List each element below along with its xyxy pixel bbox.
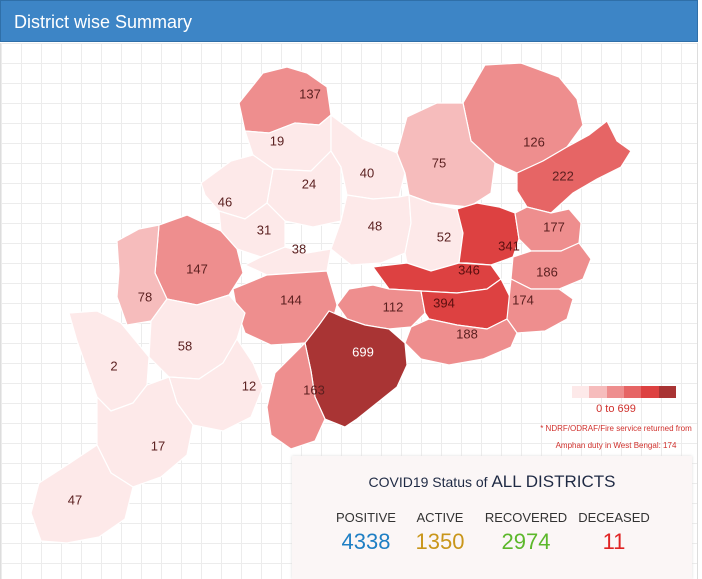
district-region[interactable] xyxy=(266,341,326,450)
stat-positive-value: 4338 xyxy=(341,529,391,554)
district-label: 222 xyxy=(552,168,574,183)
legend-note: * NDRF/ODRAF/Fire service returned from … xyxy=(536,420,696,454)
stat-active-label: ACTIVE xyxy=(416,510,464,525)
district-label: 38 xyxy=(292,241,306,256)
district-label: 341 xyxy=(498,238,520,253)
legend-range: 0 to 699 xyxy=(596,403,636,415)
district-map[interactable]: 137 126 19 24 40 75 222 46 31 48 52 341 177 147 38 346 1… xyxy=(1,43,699,579)
district-region[interactable] xyxy=(514,206,582,252)
stat-recovered-value: 2974 xyxy=(501,529,551,554)
legend-note-line-1: * NDRF/ODRAF/Fire service returned from xyxy=(540,424,692,433)
legend-note-line-2: Amphan duty in West Bengal: 174 xyxy=(555,441,677,450)
stat-deceased-value: 11 xyxy=(602,529,626,554)
district-label: 186 xyxy=(536,264,558,279)
district-label: 46 xyxy=(218,194,232,209)
legend-swatch xyxy=(623,386,642,398)
legend-swatch xyxy=(641,386,659,398)
district-region[interactable] xyxy=(68,310,150,412)
district-label: 78 xyxy=(138,289,152,304)
district-label: 699 xyxy=(352,344,374,359)
stat-deceased-label: DECEASED xyxy=(578,510,650,525)
status-title-strong: ALL DISTRICTS xyxy=(491,472,616,491)
district-label: 19 xyxy=(270,133,284,148)
district-label: 2 xyxy=(110,358,117,373)
status-card: COVID19 Status of ALL DISTRICTS POSITIVE… xyxy=(292,456,692,579)
district-label: 163 xyxy=(303,382,325,397)
stat-recovered-label: RECOVERED xyxy=(484,510,568,525)
stat-positive-label: POSITIVE xyxy=(336,510,396,525)
district-label: 147 xyxy=(186,261,208,276)
district-region[interactable] xyxy=(456,202,520,266)
district-label: 12 xyxy=(242,378,256,393)
district-label: 75 xyxy=(432,155,446,170)
legend-swatch xyxy=(658,386,676,398)
district-label: 31 xyxy=(257,222,271,237)
district-label: 52 xyxy=(437,229,451,244)
district-label: 394 xyxy=(433,295,455,310)
district-label: 40 xyxy=(360,165,374,180)
district-label: 17 xyxy=(151,438,165,453)
status-title: COVID19 Status of ALL DISTRICTS xyxy=(292,472,692,492)
district-region[interactable] xyxy=(404,318,518,366)
district-region[interactable] xyxy=(404,194,464,272)
district-region[interactable] xyxy=(30,444,134,544)
stat-deceased: DECEASED 11 xyxy=(564,510,664,555)
panel-header: District wise Summary xyxy=(0,0,698,42)
district-label: 137 xyxy=(299,86,321,101)
district-label: 188 xyxy=(456,326,478,341)
district-region[interactable] xyxy=(330,113,406,200)
stat-positive: POSITIVE 4338 xyxy=(316,510,416,555)
panel-title: District wise Summary xyxy=(14,12,193,32)
district-region[interactable] xyxy=(396,102,496,208)
district-label: 346 xyxy=(458,262,480,277)
district-label: 144 xyxy=(280,292,302,307)
district-label: 24 xyxy=(302,176,316,191)
stat-active-value: 1350 xyxy=(415,529,465,554)
legend-swatch xyxy=(572,386,590,398)
district-label: 112 xyxy=(383,299,404,314)
status-title-prefix: COVID19 Status of xyxy=(368,474,488,490)
stat-recovered: RECOVERED 2974 xyxy=(476,510,576,555)
district-label: 177 xyxy=(543,219,565,234)
legend-swatch xyxy=(606,386,624,398)
stat-active: ACTIVE 1350 xyxy=(390,510,490,555)
district-label: 174 xyxy=(512,292,534,307)
color-legend xyxy=(572,386,676,398)
district-label: 58 xyxy=(178,338,192,353)
district-label: 126 xyxy=(523,134,545,149)
legend-swatch xyxy=(589,386,607,398)
map-area: 137 126 19 24 40 75 222 46 31 48 52 341 177 147 38 346 1… xyxy=(0,43,698,579)
district-label: 47 xyxy=(68,492,82,507)
district-label: 48 xyxy=(368,218,382,233)
